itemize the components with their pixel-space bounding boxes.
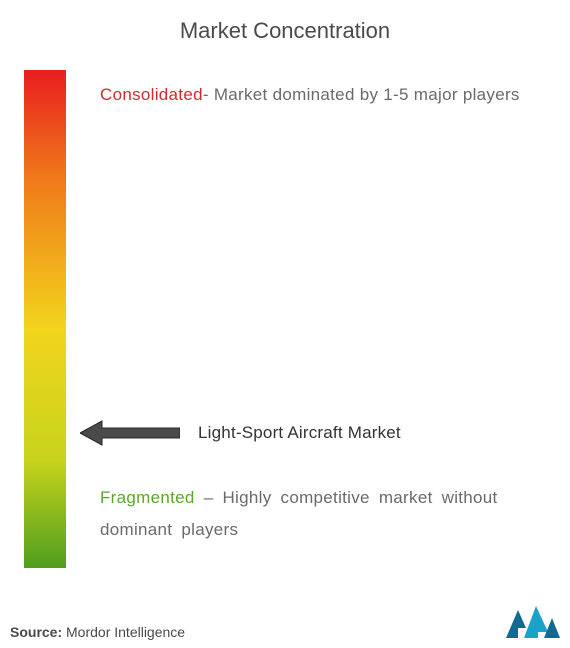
market-marker: Light-Sport Aircraft Market <box>80 418 401 448</box>
arrow-left-icon <box>80 418 180 448</box>
consolidated-description: Consolidated- Market dominated by 1-5 ma… <box>100 80 546 110</box>
market-label: Light-Sport Aircraft Market <box>198 423 401 443</box>
source-line: Source: Mordor Intelligence <box>10 624 185 640</box>
source-label: Source: <box>10 624 62 640</box>
fragmented-description: Fragmented – Highly competitive market w… <box>100 482 546 547</box>
mordor-logo-icon <box>504 604 560 640</box>
source-value: Mordor Intelligence <box>66 624 185 640</box>
footer: Source: Mordor Intelligence <box>10 604 560 640</box>
consolidated-text: - Market dominated by 1-5 major players <box>203 85 520 104</box>
chart-title: Market Concentration <box>0 0 570 44</box>
fragmented-keyword: Fragmented <box>100 488 195 507</box>
concentration-gradient-bar <box>24 70 66 568</box>
consolidated-keyword: Consolidated <box>100 85 203 104</box>
